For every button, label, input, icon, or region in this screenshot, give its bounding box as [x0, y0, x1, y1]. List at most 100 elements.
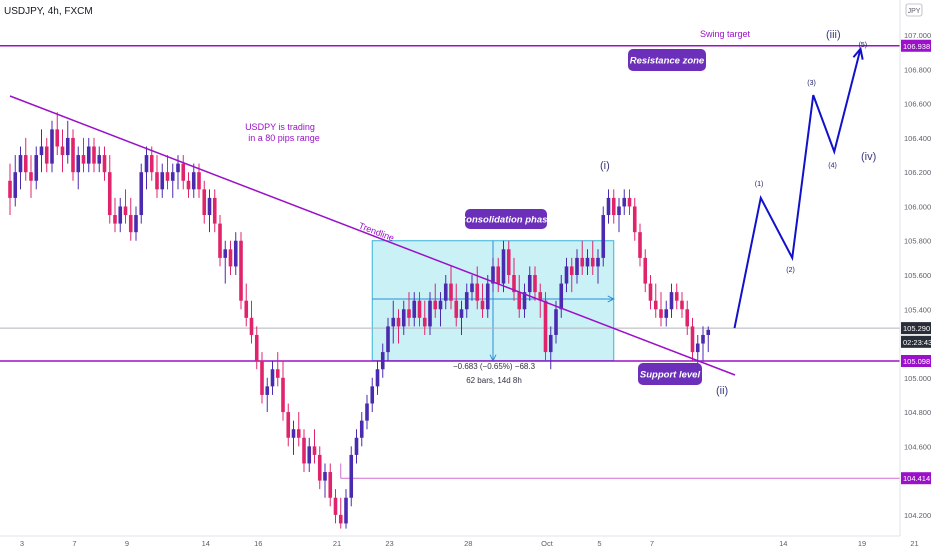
candle-body [29, 172, 33, 181]
candle-body [281, 377, 285, 413]
candle-body [39, 146, 44, 156]
candle-body [433, 300, 438, 310]
candle-body [18, 155, 23, 173]
candle-body [543, 300, 548, 353]
candle-body [118, 206, 123, 224]
candle-body [160, 172, 165, 190]
candle-body [139, 172, 144, 216]
candle-body [134, 215, 138, 233]
candle-body [233, 240, 238, 267]
support-level-label-bg [638, 363, 702, 385]
wave-ii-label: (ii) [716, 385, 728, 397]
candle-body [575, 257, 579, 275]
candle-body [417, 300, 422, 318]
candle-body [438, 300, 443, 310]
candle-body [71, 137, 75, 173]
price-tick-label: 106.200 [904, 168, 931, 177]
time-axis: 3791416212328Oct5714192126 [0, 535, 919, 548]
candle-body [186, 180, 191, 190]
candle-body [554, 309, 558, 335]
candle-body [144, 155, 149, 173]
candle-body [344, 497, 348, 524]
candle-body [470, 283, 474, 293]
time-tick-label: 21 [910, 539, 918, 548]
candle-body [165, 172, 170, 181]
candle-body [380, 352, 385, 370]
time-tick-label: 7 [72, 539, 76, 548]
candle-body [296, 429, 301, 438]
candle-body [522, 292, 527, 310]
candle-body [480, 300, 485, 310]
range-note-line2: in a 80 pips range [248, 133, 320, 143]
price-tick-label: 105.800 [904, 237, 931, 246]
candle-body [653, 300, 658, 310]
measure-arrow-right [607, 295, 615, 303]
candle-body [375, 369, 380, 387]
candle-body [212, 197, 217, 224]
candle-body [65, 137, 70, 156]
candle-body [86, 146, 91, 164]
consolidation-phase-label: Consolidation phase [459, 209, 553, 229]
time-tick-label: 14 [779, 539, 787, 548]
candle-body [491, 266, 495, 284]
candle-body [113, 215, 117, 224]
candle-body [291, 429, 296, 438]
chart-title: USDJPY, 4h, FXCM [4, 6, 93, 17]
candle-body [176, 163, 180, 173]
time-tick-label: 5 [597, 539, 601, 548]
candle-body [580, 257, 585, 267]
candle-body [496, 266, 501, 284]
candle-body [512, 275, 516, 293]
time-tick-label: 3 [20, 539, 24, 548]
candle-body [44, 146, 49, 164]
resistance-zone-label-text: Resistance zone [630, 56, 705, 67]
candle-body [207, 197, 212, 216]
candle-body [559, 283, 564, 310]
candle-body [228, 249, 233, 267]
price-badge-bg [901, 39, 931, 52]
price-tick-label: 104.600 [904, 442, 931, 451]
consolidation-phase-label-text: Consolidation phase [459, 215, 553, 226]
candle-body [338, 514, 343, 524]
candle-body [527, 275, 532, 293]
candle-body [23, 155, 28, 173]
candle-body [601, 215, 606, 258]
candle-body [328, 472, 333, 498]
candle-body [76, 155, 81, 173]
candle-body [13, 172, 18, 198]
candle-body [695, 343, 700, 353]
currency-badge [905, 3, 923, 17]
candle-body [128, 215, 133, 233]
candle-body [34, 155, 39, 181]
consolidation-phase-label-bg [465, 209, 547, 229]
candle-body [622, 197, 627, 207]
candle-body [611, 197, 616, 216]
candle-body [422, 317, 427, 327]
price-tick-label: 105.600 [904, 271, 931, 280]
candle-body [370, 386, 375, 404]
candle-body [265, 386, 270, 395]
time-tick-label: 14 [202, 539, 210, 548]
candle-body [627, 197, 632, 207]
price-badge-bg [901, 335, 931, 348]
projection-arrowhead [852, 46, 864, 60]
price-tick-label: 106.000 [904, 202, 931, 211]
wave-label-1: (1) [755, 181, 764, 188]
candle-body [606, 197, 611, 216]
trendline-label: Trendline [357, 221, 395, 244]
candle-body [60, 146, 65, 156]
candle-body [92, 146, 96, 164]
candle-body [391, 317, 396, 327]
projection-path [733, 48, 862, 329]
candle-body [317, 454, 322, 481]
price-badge-bg [901, 322, 931, 335]
candle-body [181, 163, 186, 181]
candle-body [459, 309, 464, 318]
price-tick-label: 105.400 [904, 305, 931, 314]
wave-label-4: (4) [828, 163, 837, 170]
price-badge-bg [901, 472, 931, 485]
time-tick-label: 19 [858, 539, 866, 548]
resistance-zone-label: Resistance zone [628, 49, 706, 71]
candle-body [517, 292, 522, 310]
